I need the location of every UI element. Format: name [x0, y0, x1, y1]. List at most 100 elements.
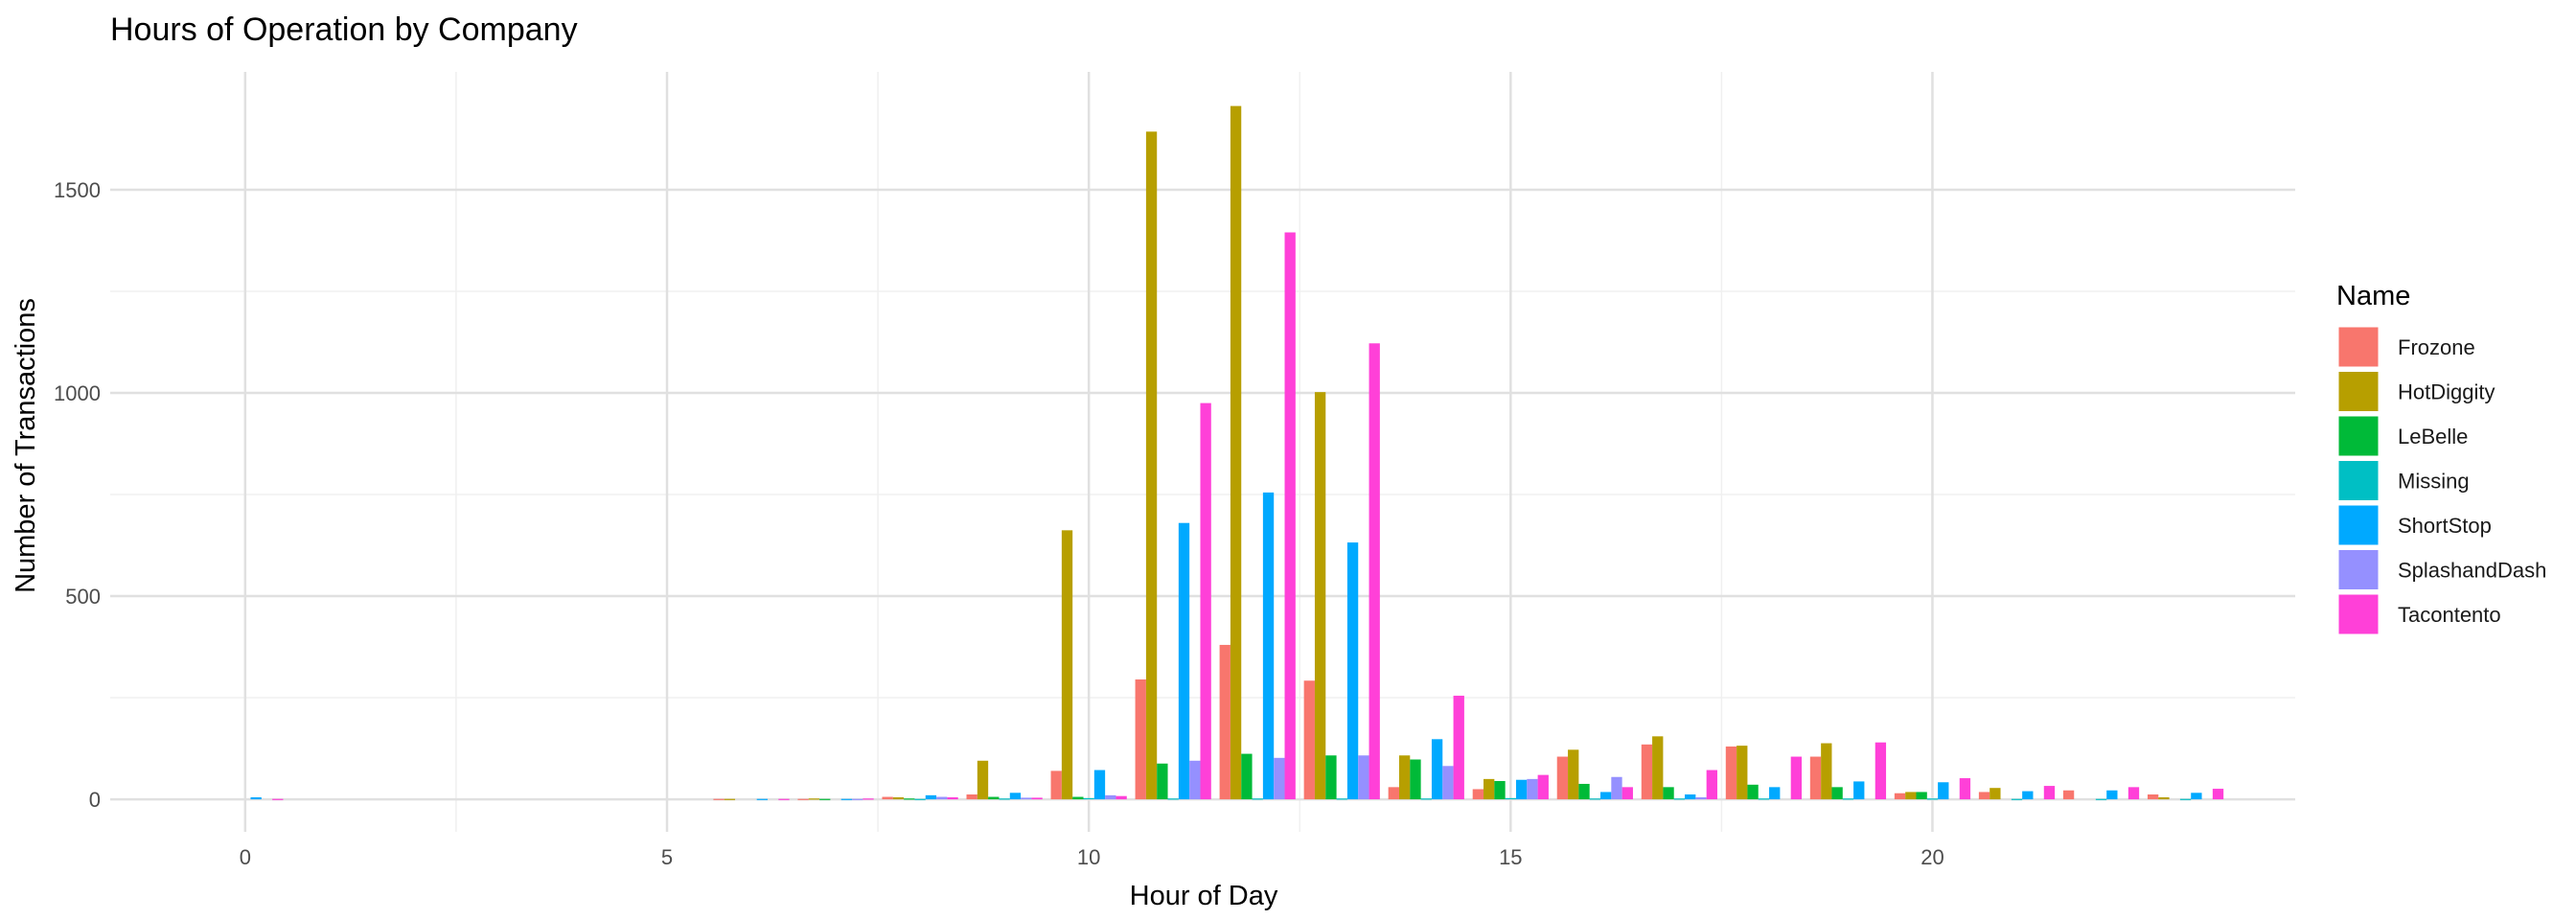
bar: [1821, 743, 1832, 800]
bar: [840, 798, 853, 800]
bar: [1505, 797, 1516, 800]
bar: [1706, 770, 1717, 800]
bar: [1622, 787, 1633, 800]
x-tick-label: 20: [1920, 845, 1944, 869]
bar: [1736, 746, 1748, 800]
chart-title: Hours of Operation by Company: [110, 12, 578, 48]
bar: [1842, 798, 1854, 800]
bar: [1695, 796, 1707, 800]
bar: [1905, 792, 1917, 800]
bar: [1442, 766, 1454, 800]
bar: [2158, 796, 2170, 800]
legend-label: HotDiggity: [2398, 380, 2495, 404]
bar: [756, 798, 769, 800]
bar: [2095, 798, 2107, 800]
bar: [1083, 797, 1094, 800]
legend-label: Missing: [2398, 470, 2470, 494]
bar: [1578, 783, 1590, 800]
bar: [1494, 780, 1506, 800]
bar: [904, 798, 915, 800]
bar: [1874, 742, 1887, 800]
legend-key: [2337, 593, 2380, 635]
y-tick-label: 500: [65, 585, 101, 609]
legend-label: Tacontento: [2398, 603, 2501, 627]
bar: [1336, 798, 1347, 800]
bar: [1725, 746, 1737, 800]
bar: [778, 798, 790, 800]
bar: [1853, 781, 1865, 800]
bar: [1325, 755, 1337, 800]
x-tick-label: 0: [240, 845, 251, 869]
x-tick-label: 15: [1499, 845, 1522, 869]
bar: [250, 796, 262, 800]
bar: [1072, 796, 1084, 800]
bar: [724, 798, 736, 800]
bar: [1747, 784, 1759, 800]
bar: [1611, 776, 1622, 800]
bar: [988, 796, 1000, 800]
bar: [1093, 770, 1106, 800]
bar: [2179, 798, 2192, 800]
bar: [1420, 798, 1432, 800]
legend-key: [2337, 371, 2380, 412]
y-axis-title: Number of Transactions: [11, 298, 41, 593]
legend-key: [2337, 504, 2380, 546]
bar: [2043, 786, 2056, 800]
bar: [1652, 736, 1664, 800]
bar: [1758, 798, 1770, 800]
bar: [1600, 792, 1612, 800]
legend: Name Frozone HotDiggity LeBelle Missing Shor…: [2336, 281, 2546, 635]
bar: [1167, 798, 1179, 800]
bar: [2128, 787, 2140, 800]
legend-key: [2337, 326, 2380, 368]
bar: [1189, 760, 1201, 800]
bar: [1894, 793, 1906, 800]
legend-title: Name: [2336, 281, 2410, 311]
bar: [1663, 787, 1674, 800]
bar: [1021, 797, 1032, 800]
bar: [1527, 778, 1538, 800]
legend-label: SplashandDash: [2398, 559, 2546, 583]
bar: [1641, 744, 1653, 800]
bars: [250, 105, 2224, 800]
legend-label: LeBelle: [2398, 425, 2468, 448]
bar: [1959, 778, 1971, 800]
bar: [977, 760, 989, 800]
bar: [272, 798, 284, 800]
x-tick-labels: 0 5 10 15 20: [240, 845, 1944, 869]
bar: [1398, 755, 1411, 800]
bar: [2212, 789, 2224, 800]
bar: [1230, 105, 1242, 800]
bar: [862, 798, 874, 800]
y-tick-labels: 0 500 1000 1500: [54, 178, 101, 812]
bar: [1145, 131, 1158, 800]
bar: [1453, 695, 1464, 800]
bar: [2191, 793, 2202, 800]
bar: [882, 796, 893, 800]
bar: [1790, 756, 1803, 800]
bar: [999, 798, 1010, 800]
bar: [1178, 522, 1190, 800]
bar: [1050, 770, 1062, 800]
bar: [1938, 782, 1949, 800]
bar: [1589, 798, 1601, 800]
bar: [1809, 756, 1822, 800]
bar: [1410, 759, 1421, 800]
bar: [2147, 794, 2159, 800]
y-tick-label: 0: [89, 788, 101, 812]
bar: [1135, 678, 1146, 800]
bar: [1262, 492, 1275, 800]
y-tick-label: 1500: [54, 178, 101, 202]
bar: [1274, 757, 1285, 800]
bar: [1831, 787, 1843, 800]
bar: [1556, 756, 1569, 800]
x-tick-label: 5: [661, 845, 673, 869]
bar: [1568, 749, 1579, 800]
bar: [1685, 794, 1696, 800]
x-tick-label: 10: [1077, 845, 1100, 869]
bar: [2011, 798, 2023, 800]
bar: [1515, 779, 1528, 800]
bar: [1346, 542, 1359, 800]
bar: [852, 798, 863, 800]
bar: [1116, 795, 1127, 800]
